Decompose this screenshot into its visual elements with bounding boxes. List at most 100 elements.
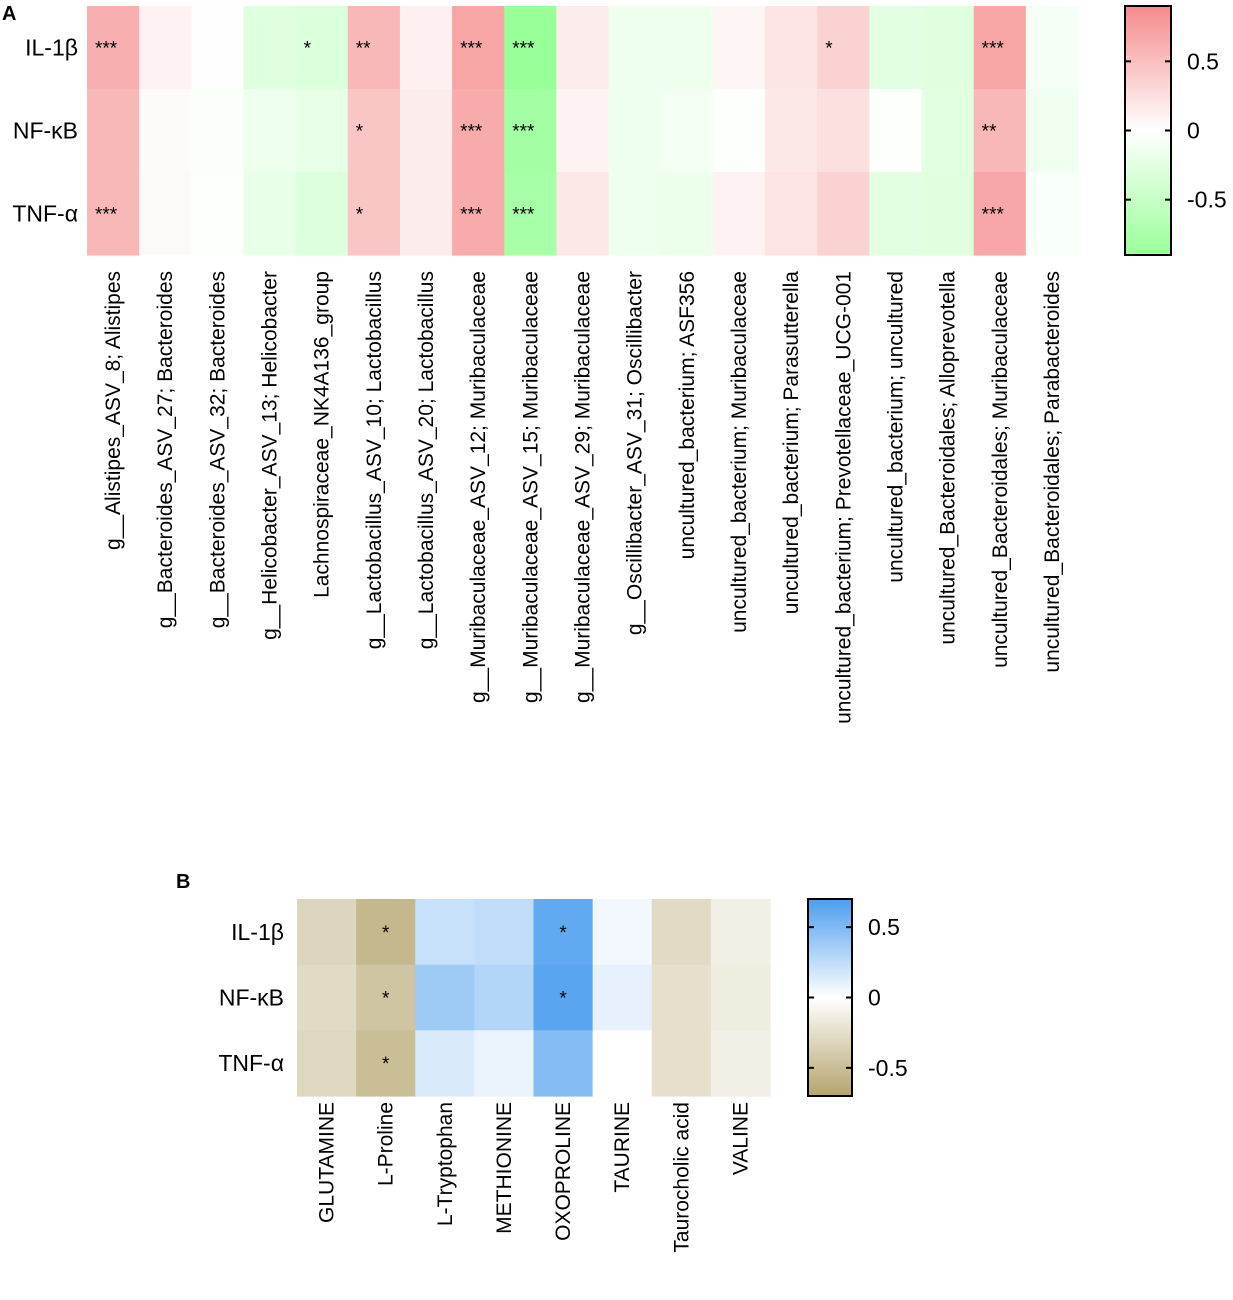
column-label: uncultured_Bacteroidales; Muribaculaceae bbox=[989, 271, 1012, 668]
significance-mark: *** bbox=[95, 205, 118, 226]
heatmap-cell bbox=[710, 1030, 771, 1097]
heatmap-cell bbox=[651, 899, 712, 966]
heatmap-cell bbox=[712, 89, 766, 173]
colorbar bbox=[807, 898, 853, 1097]
heatmap-cell bbox=[1025, 6, 1079, 90]
significance-mark: *** bbox=[460, 205, 483, 226]
heatmap-cell bbox=[452, 89, 505, 173]
heatmap-cell bbox=[139, 89, 192, 173]
heatmap-cell bbox=[356, 1030, 416, 1097]
significance-mark: * bbox=[382, 989, 390, 1010]
heatmap-cell bbox=[556, 89, 610, 173]
heatmap-cell bbox=[973, 89, 1027, 173]
row-label: NF-κB bbox=[219, 985, 284, 1011]
heatmap-cell bbox=[295, 172, 349, 256]
heatmap-cell bbox=[533, 1030, 594, 1097]
column-label: L-Tryptophan bbox=[434, 1102, 457, 1226]
column-label: TAURINE bbox=[611, 1102, 634, 1193]
heatmap-cell bbox=[399, 6, 453, 90]
heatmap-cell bbox=[356, 899, 416, 966]
heatmap-cell bbox=[87, 89, 140, 173]
heatmap-cell bbox=[399, 172, 453, 256]
row-label: IL-1β bbox=[231, 919, 284, 945]
colorbar bbox=[1124, 5, 1172, 256]
column-label: uncultured_bacterium; Prevotellaceae_UCG… bbox=[832, 271, 855, 724]
heatmap-cell bbox=[191, 89, 245, 173]
heatmap-cell bbox=[474, 899, 535, 966]
colorbar-tick-label: 0 bbox=[1187, 118, 1200, 144]
column-label: Taurocholic acid bbox=[670, 1102, 693, 1253]
heatmap-cell bbox=[415, 1030, 475, 1097]
significance-mark: *** bbox=[512, 122, 535, 143]
heatmap-cell bbox=[347, 6, 401, 90]
heatmap-cell bbox=[921, 172, 975, 256]
heatmap-cell bbox=[347, 89, 401, 173]
panel-a-label: A bbox=[2, 3, 16, 25]
heatmap-cell bbox=[504, 172, 558, 256]
column-label: g__Oscillibacter_ASV_31; Oscillibacter bbox=[624, 271, 647, 635]
heatmap-cell bbox=[921, 6, 975, 90]
significance-mark: *** bbox=[982, 205, 1005, 226]
row-label: NF-κB bbox=[13, 118, 78, 144]
column-label: uncultured_bacterium; uncultured bbox=[884, 271, 907, 583]
heatmap-cell bbox=[191, 172, 245, 256]
heatmap-cell bbox=[765, 89, 818, 173]
heatmap-cell bbox=[297, 899, 357, 966]
heatmap-cell bbox=[921, 89, 975, 173]
significance-mark: * bbox=[559, 989, 567, 1010]
significance-mark: *** bbox=[460, 122, 483, 143]
heatmap-cell bbox=[356, 964, 416, 1031]
column-label: g__Bacteroides_ASV_32; Bacteroides bbox=[206, 271, 229, 628]
heatmap-cell bbox=[556, 172, 610, 256]
column-label: VALINE bbox=[729, 1102, 752, 1175]
row-label: TNF-α bbox=[218, 1050, 284, 1076]
heatmap-cell bbox=[710, 964, 771, 1031]
significance-mark: * bbox=[825, 39, 833, 60]
heatmap-cell bbox=[651, 964, 712, 1031]
significance-mark: *** bbox=[512, 205, 535, 226]
heatmap-cell bbox=[817, 172, 870, 256]
heatmap-cell bbox=[243, 172, 297, 256]
significance-mark: * bbox=[382, 923, 390, 944]
heatmap-cell bbox=[297, 964, 357, 1031]
significance-mark: *** bbox=[512, 39, 535, 60]
heatmap-cell bbox=[452, 6, 505, 90]
column-label: GLUTAMINE bbox=[316, 1102, 339, 1223]
heatmap-cell bbox=[243, 6, 297, 90]
heatmap-cell bbox=[556, 6, 610, 90]
heatmap-cell bbox=[817, 89, 870, 173]
column-label: g__Lactobacillus_ASV_10; Lactobacillus bbox=[363, 271, 386, 649]
column-label: uncultured_bacterium; Muribaculaceae bbox=[728, 271, 751, 633]
heatmap-cell bbox=[817, 6, 870, 90]
heatmap-cell bbox=[415, 964, 475, 1031]
column-label: L-Proline bbox=[375, 1102, 398, 1186]
column-label: g__Alistipes_ASV_8; Alistipes bbox=[102, 271, 125, 550]
heatmap-cell bbox=[474, 1030, 535, 1097]
column-label: g__Muribaculaceae_ASV_29; Muribaculaceae bbox=[572, 271, 595, 703]
heatmap-cell bbox=[765, 172, 818, 256]
column-label: uncultured_bacterium; Parasutterella bbox=[780, 271, 803, 615]
significance-mark: *** bbox=[95, 39, 118, 60]
significance-mark: * bbox=[382, 1054, 390, 1075]
heatmap-cell bbox=[533, 964, 594, 1031]
colorbar-tick-label: 0.5 bbox=[868, 914, 900, 940]
heatmap-cell bbox=[504, 6, 558, 90]
heatmap-cell bbox=[452, 172, 505, 256]
column-label: OXOPROLINE bbox=[552, 1102, 575, 1241]
significance-mark: * bbox=[559, 923, 567, 944]
column-label: METHIONINE bbox=[493, 1102, 516, 1234]
column-label: g__Muribaculaceae_ASV_15; Muribaculaceae bbox=[519, 271, 542, 703]
column-label: uncultured_Bacteroidales; Alloprevotella bbox=[937, 271, 960, 645]
column-label: g__Helicobacter_ASV_13; Helicobacter bbox=[259, 271, 282, 640]
heatmap-cell bbox=[1025, 89, 1079, 173]
heatmap-cell bbox=[1025, 172, 1079, 256]
column-label: Lachnospiraceae_NK4A136_group bbox=[311, 271, 334, 598]
heatmap-cell bbox=[710, 899, 771, 966]
significance-mark: * bbox=[356, 122, 364, 143]
panel-b-label: B bbox=[176, 871, 190, 893]
significance-mark: ** bbox=[982, 122, 997, 143]
heatmap-cell bbox=[347, 172, 401, 256]
heatmap-cell bbox=[504, 89, 558, 173]
heatmap-cell bbox=[474, 964, 535, 1031]
colorbar-tick-label: 0.5 bbox=[1187, 48, 1219, 74]
